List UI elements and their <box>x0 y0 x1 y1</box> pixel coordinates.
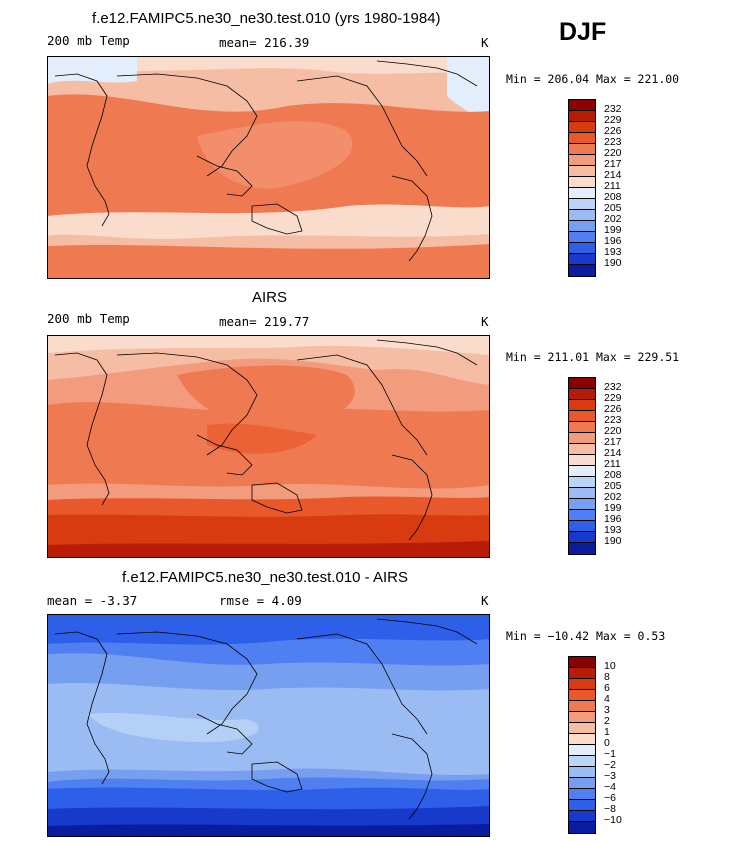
colorbar-label: 1 <box>604 726 610 738</box>
colorbar-label: 3 <box>604 704 610 716</box>
panel3-mean: mean = -3.37 <box>47 593 138 608</box>
colorbar-label: −3 <box>604 770 616 782</box>
colorbar-label: 214 <box>604 447 622 459</box>
colorbar-label: 211 <box>604 458 621 470</box>
panel1-colorbar <box>568 99 596 277</box>
panel2-coastlines-icon <box>54 339 478 541</box>
colorbar-label: −4 <box>604 781 616 793</box>
colorbar-label: −10 <box>604 814 622 826</box>
panel3-colorbar <box>568 656 596 834</box>
colorbar-label: 0 <box>604 737 610 749</box>
panel2-colorbar-labels: 232 229 226 223 220 217 214 211 208 205 … <box>604 382 622 547</box>
panel1-variable: 200 mb Temp <box>47 33 130 48</box>
panel1-colorbar-labels: 232 229 226 223 220 217 214 211 208 205 … <box>604 104 622 269</box>
colorbar-label: 232 <box>604 381 622 393</box>
colorbar-label: 10 <box>604 660 616 672</box>
panel1-coastlines-icon <box>54 60 478 262</box>
colorbar-label: 208 <box>604 469 622 481</box>
colorbar-label: 199 <box>604 224 622 236</box>
colorbar-label: −8 <box>604 803 616 815</box>
colorbar-label: 226 <box>604 403 622 415</box>
panel2-title: AIRS <box>252 289 288 306</box>
panel3-units: K <box>481 593 489 608</box>
panel1-mean: mean= 216.39 <box>219 35 310 50</box>
colorbar-label: 2 <box>604 715 610 727</box>
colorbar-label: 220 <box>604 147 622 159</box>
panel1-title: f.e12.FAMIPC5.ne30_ne30.test.010 (yrs 19… <box>92 10 441 27</box>
colorbar-label: 232 <box>604 103 622 115</box>
panel3-map <box>47 614 490 837</box>
colorbar-label: 217 <box>604 158 622 170</box>
colorbar-label: 202 <box>604 213 622 225</box>
colorbar-label: 229 <box>604 392 622 404</box>
colorbar-label: 223 <box>604 136 622 148</box>
panel3-minmax: Min = −10.42 Max = 0.53 <box>506 629 666 643</box>
colorbar-label: 199 <box>604 502 622 514</box>
colorbar-label: 205 <box>604 202 622 214</box>
colorbar-label: 190 <box>604 257 622 269</box>
panel3-title: f.e12.FAMIPC5.ne30_ne30.test.010 - AIRS <box>122 569 409 586</box>
panel2-minmax: Min = 211.01 Max = 229.51 <box>506 350 680 364</box>
season-label: DJF <box>559 18 607 46</box>
colorbar-label: 193 <box>604 524 622 536</box>
colorbar-label: −2 <box>604 759 616 771</box>
panel3-colorbar-labels: 10 8 6 4 3 2 1 0 −1 −2 −3 −4 −6 −8 −10 <box>604 661 622 826</box>
colorbar-label: 8 <box>604 671 610 683</box>
colorbar-label: 214 <box>604 169 622 181</box>
panel3-rmse: rmse = 4.09 <box>219 593 302 608</box>
colorbar-label: 226 <box>604 125 622 137</box>
panel2-mean: mean= 219.77 <box>219 314 310 329</box>
panel2-colorbar <box>568 377 596 555</box>
colorbar-label: 4 <box>604 693 610 705</box>
colorbar-label: 196 <box>604 235 622 247</box>
colorbar-label: 196 <box>604 513 622 525</box>
colorbar-label: 223 <box>604 414 622 426</box>
colorbar-label: 229 <box>604 114 622 126</box>
panel2-units: K <box>481 314 489 329</box>
colorbar-label: 217 <box>604 436 622 448</box>
colorbar-label: 205 <box>604 480 622 492</box>
colorbar-label: 193 <box>604 246 622 258</box>
panel1-map <box>47 56 490 279</box>
colorbar-label: 211 <box>604 180 621 192</box>
colorbar-label: −1 <box>604 748 616 760</box>
panel1-units: K <box>481 35 489 50</box>
panel1-minmax: Min = 206.04 Max = 221.00 <box>506 72 680 86</box>
colorbar-label: 208 <box>604 191 622 203</box>
panel2-variable: 200 mb Temp <box>47 311 130 326</box>
colorbar-label: 6 <box>604 682 610 694</box>
colorbar-label: −6 <box>604 792 616 804</box>
colorbar-label: 202 <box>604 491 622 503</box>
colorbar-label: 190 <box>604 535 622 547</box>
panel2-map <box>47 335 490 558</box>
panel3-coastlines-icon <box>54 618 478 820</box>
colorbar-label: 220 <box>604 425 622 437</box>
